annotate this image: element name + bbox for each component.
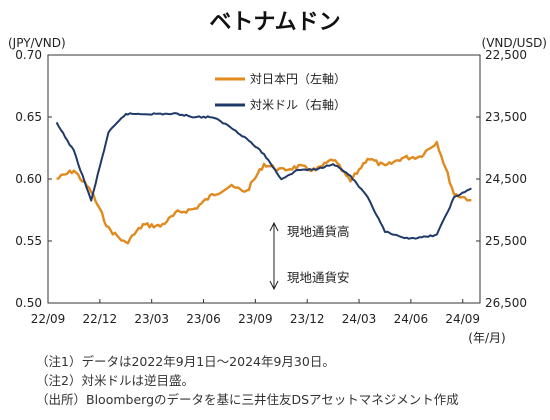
x-axis-unit: (年/月) xyxy=(468,331,505,345)
x-tick-label: 23/06 xyxy=(186,312,221,326)
series-line-jpy xyxy=(56,140,472,245)
x-tick-label: 23/03 xyxy=(134,312,169,326)
arrow-down-head xyxy=(269,280,279,291)
chart-legend: 対日本円（左軸） 対米ドル（右軸） xyxy=(215,71,346,112)
note-1: （注1）データは2022年9月1日～2024年9月30日。 xyxy=(36,354,335,369)
series-line-usd xyxy=(55,112,472,240)
left-tick-label: 0.55 xyxy=(15,234,42,248)
x-tick-label: 23/09 xyxy=(238,312,273,326)
left-tick-label: 0.70 xyxy=(15,48,42,62)
annotation-up: 現地通貨高 xyxy=(287,224,350,239)
right-tick-label: 25,500 xyxy=(485,234,527,248)
x-tick-label: 23/12 xyxy=(290,312,325,326)
x-tick-label: 22/12 xyxy=(83,312,118,326)
left-tick-label: 0.50 xyxy=(15,296,42,310)
legend-label: 対米ドル（右軸） xyxy=(250,97,346,112)
note-2: （注2）対米ドルは逆目盛。 xyxy=(36,373,194,388)
x-tick-label: 22/09 xyxy=(31,312,66,326)
right-tick-label: 24,500 xyxy=(485,172,527,186)
right-tick-label: 26,500 xyxy=(485,296,527,310)
left-tick-label: 0.65 xyxy=(15,110,42,124)
chart-lines xyxy=(55,112,472,245)
left-tick-label: 0.60 xyxy=(15,172,42,186)
chart-axes: 0.50 0.55 0.60 0.65 0.70 22,500 23,500 24,500 25… xyxy=(8,36,547,345)
right-tick-label: 23,500 xyxy=(485,110,527,124)
annotation-down: 現地通貨安 xyxy=(287,270,350,285)
x-tick-label: 24/09 xyxy=(445,312,480,326)
x-tick-label: 24/06 xyxy=(394,312,429,326)
line-chart: 0.50 0.55 0.60 0.65 0.70 22,500 23,500 24,500 25… xyxy=(8,36,547,345)
plot-frame xyxy=(47,54,481,304)
chart-notes: （注1）データは2022年9月1日～2024年9月30日。 （注2）対米ドルは逆… xyxy=(36,352,459,409)
right-tick-label: 22,500 xyxy=(485,48,527,62)
legend-label: 対日本円（左軸） xyxy=(250,71,346,86)
right-axis-unit: (VND/USD) xyxy=(482,36,547,50)
left-axis-unit: (JPY/VND) xyxy=(8,36,66,50)
x-tick-label: 24/03 xyxy=(342,312,377,326)
arrow-up-head xyxy=(269,221,279,232)
chart-title: ベトナムドン xyxy=(209,10,341,35)
note-source: （出所）Bloombergのデータを基に三井住友DSアセットマネジメント作成 xyxy=(36,392,459,407)
